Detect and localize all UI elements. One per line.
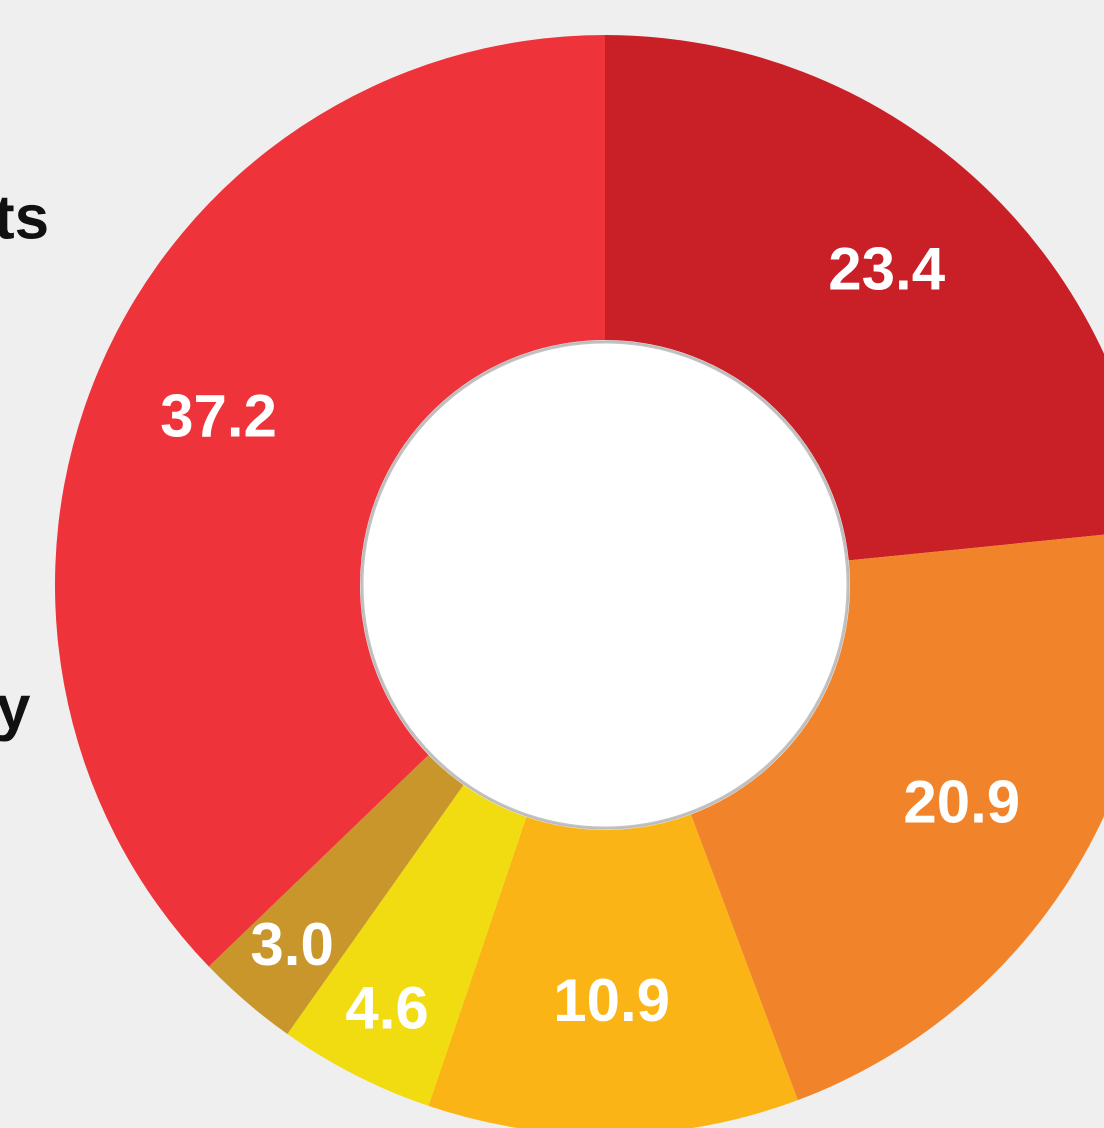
data-label: 4.6 <box>345 975 428 1042</box>
data-label: 3.0 <box>250 911 333 978</box>
legend-text: ts <box>0 183 49 252</box>
data-label: 37.2 <box>160 382 277 449</box>
donut-slice <box>55 35 606 967</box>
donut-slice <box>428 814 798 1128</box>
donut-slice <box>208 754 464 1034</box>
data-label: 20.9 <box>903 769 1020 836</box>
donut-hole <box>360 340 850 830</box>
donut-slice <box>605 35 1104 561</box>
legend-text: y <box>0 673 31 742</box>
donut-slice <box>690 534 1104 1101</box>
data-label: 10.9 <box>553 967 670 1034</box>
data-label: 23.4 <box>828 235 945 302</box>
donut-slice <box>287 785 527 1106</box>
